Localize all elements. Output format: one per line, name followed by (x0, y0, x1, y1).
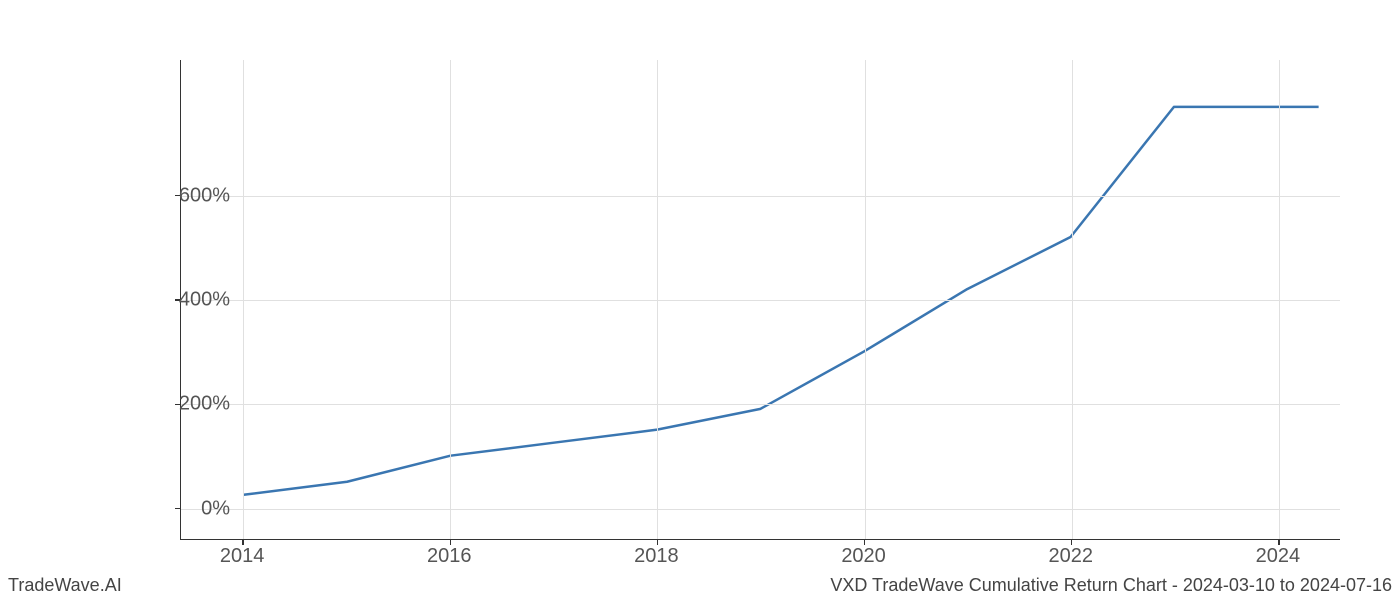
x-tick-label: 2018 (634, 545, 679, 568)
gridline-v (657, 60, 658, 539)
footer-caption: VXD TradeWave Cumulative Return Chart - … (830, 575, 1392, 596)
gridline-v (1072, 60, 1073, 539)
gridline-v (243, 60, 244, 539)
chart-plot-area (180, 60, 1340, 540)
x-tick-label: 2016 (427, 545, 472, 568)
gridline-h (181, 404, 1340, 405)
gridline-h (181, 196, 1340, 197)
x-tick-label: 2014 (220, 545, 265, 568)
x-tick-label: 2024 (1256, 545, 1301, 568)
footer-brand: TradeWave.AI (8, 575, 122, 596)
x-tick-label: 2020 (841, 545, 886, 568)
y-tick-label: 0% (150, 497, 230, 520)
y-tick-label: 200% (150, 393, 230, 416)
y-tick-label: 400% (150, 289, 230, 312)
gridline-v (1279, 60, 1280, 539)
y-tick-label: 600% (150, 184, 230, 207)
gridline-v (450, 60, 451, 539)
x-tick-label: 2022 (1048, 545, 1093, 568)
gridline-h (181, 509, 1340, 510)
gridline-h (181, 300, 1340, 301)
gridline-v (865, 60, 866, 539)
